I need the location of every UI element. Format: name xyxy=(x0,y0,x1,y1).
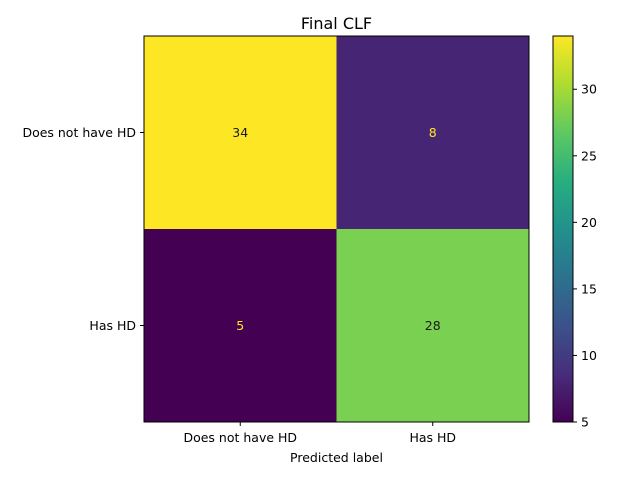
x-axis-label: Predicted label xyxy=(290,450,383,465)
colorbar-tick-label-0: 5 xyxy=(581,415,589,430)
heatmap-cell-r0-c1 xyxy=(336,36,529,229)
x-tick-label-1: Has HD xyxy=(409,430,456,445)
colorbar xyxy=(552,35,574,423)
colorbar-tick-label-5: 30 xyxy=(581,82,597,97)
cell-value-r1-c1: 28 xyxy=(425,318,441,333)
x-tick-label-0: Does not have HD xyxy=(183,430,297,445)
heatmap-cell-r0-c0 xyxy=(144,36,337,229)
y-tick-label-1: Has HD xyxy=(89,318,136,333)
colorbar-tick-label-4: 25 xyxy=(581,148,597,163)
cell-value-r1-c0: 5 xyxy=(236,318,244,333)
y-tick-label-0: Does not have HD xyxy=(22,125,136,140)
cell-value-r0-c0: 34 xyxy=(232,125,248,140)
colorbar-tick-label-1: 10 xyxy=(581,348,597,363)
heatmap-cell-r1-c1 xyxy=(336,229,529,422)
plot-frame xyxy=(143,35,530,423)
heatmap-cell-r1-c0 xyxy=(144,229,337,422)
colorbar-tick-label-3: 20 xyxy=(581,215,597,230)
colorbar-tick-label-2: 15 xyxy=(581,281,597,296)
cell-value-r0-c1: 8 xyxy=(429,125,437,140)
chart-title: Final CLF xyxy=(301,14,372,33)
